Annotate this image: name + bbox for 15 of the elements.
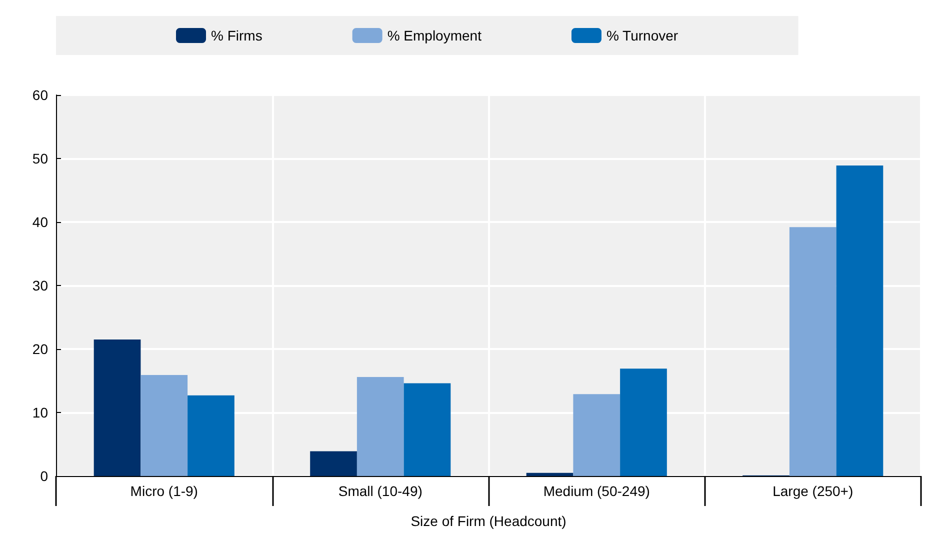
x-axis-title: Size of Firm (Headcount) bbox=[410, 513, 566, 529]
x-tick-label: Small (10-49) bbox=[338, 483, 422, 499]
legend-label: % Turnover bbox=[606, 28, 678, 44]
y-tick-label: 0 bbox=[40, 468, 48, 484]
y-tick-label: 10 bbox=[32, 404, 48, 420]
y-tick-label: 60 bbox=[32, 87, 48, 103]
y-tick-label: 30 bbox=[32, 278, 48, 294]
legend-label: % Firms bbox=[211, 28, 262, 44]
y-tick-label: 20 bbox=[32, 341, 48, 357]
y-tick-label: 50 bbox=[32, 150, 48, 166]
x-tick-label: Medium (50-249) bbox=[543, 483, 650, 499]
y-tick-label: 40 bbox=[32, 214, 48, 230]
legend-label: % Employment bbox=[387, 28, 482, 44]
x-tick-label: Large (250+) bbox=[772, 483, 854, 499]
x-tick-label: Micro (1-9) bbox=[130, 483, 198, 499]
